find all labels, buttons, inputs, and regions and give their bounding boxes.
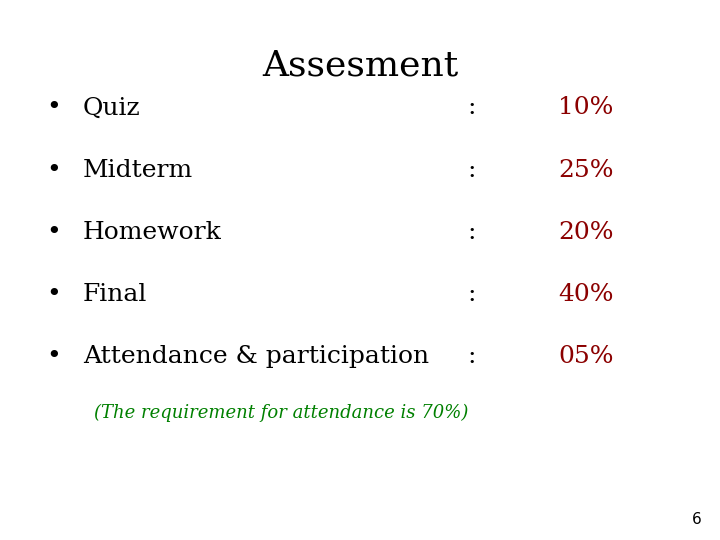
Text: :: :	[467, 97, 476, 119]
Text: Final: Final	[83, 283, 147, 306]
Text: 40%: 40%	[558, 283, 613, 306]
Text: :: :	[467, 221, 476, 244]
Text: (The requirement for attendance is 70%): (The requirement for attendance is 70%)	[94, 404, 468, 422]
Text: 20%: 20%	[558, 221, 613, 244]
Text: •: •	[47, 159, 61, 181]
Text: :: :	[467, 159, 476, 181]
Text: Assesment: Assesment	[262, 49, 458, 83]
Text: 05%: 05%	[558, 345, 613, 368]
Text: Quiz: Quiz	[83, 97, 140, 119]
Text: 25%: 25%	[558, 159, 613, 181]
Text: 6: 6	[692, 511, 702, 526]
Text: •: •	[47, 283, 61, 306]
Text: Homework: Homework	[83, 221, 222, 244]
Text: Attendance & participation: Attendance & participation	[83, 345, 429, 368]
Text: 10%: 10%	[558, 97, 613, 119]
Text: :: :	[467, 283, 476, 306]
Text: Midterm: Midterm	[83, 159, 193, 181]
Text: •: •	[47, 345, 61, 368]
Text: •: •	[47, 97, 61, 119]
Text: •: •	[47, 221, 61, 244]
Text: :: :	[467, 345, 476, 368]
